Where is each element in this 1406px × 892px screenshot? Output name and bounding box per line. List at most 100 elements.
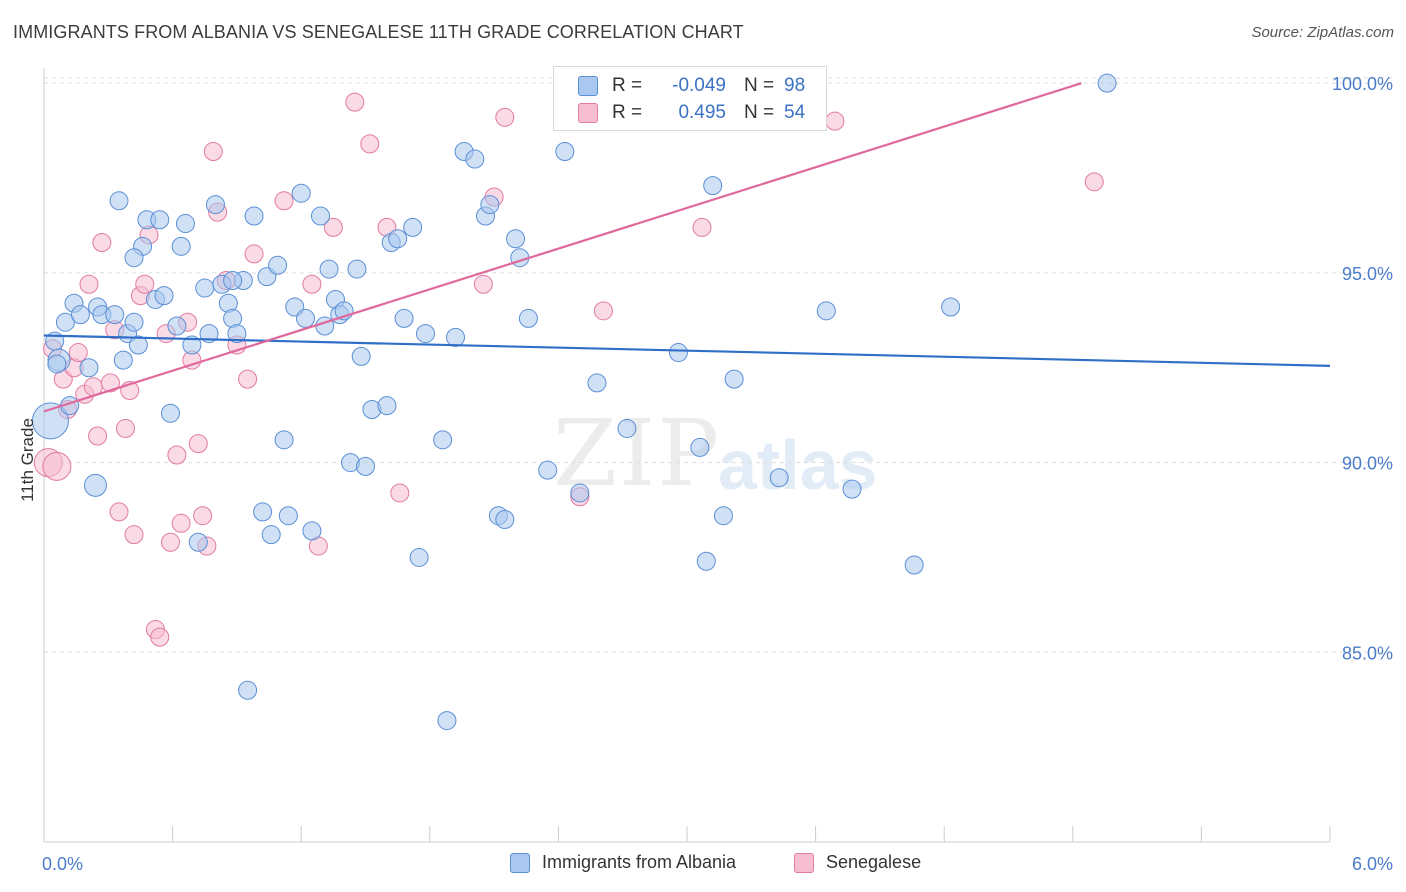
senegalese-point [495, 107, 515, 127]
bottom-legend-swatch-albania [510, 852, 530, 873]
legend-n-value: 54 [784, 102, 806, 123]
albania-point [506, 229, 526, 249]
albania-point [199, 324, 219, 344]
bottom-legend-albania: Immigrants from Albania [510, 852, 736, 873]
legend-r-value: -0.049 [672, 75, 726, 96]
albania-point [437, 711, 457, 731]
y-axis-label: 11th Grade [18, 418, 37, 502]
x-tick-label: 6.0% [1352, 854, 1393, 874]
albania-point [842, 479, 862, 499]
senegalese-point [79, 274, 99, 294]
albania-point [83, 473, 107, 497]
albania-point [319, 259, 339, 279]
senegalese-point [825, 111, 845, 131]
senegalese-trend-line [43, 82, 1082, 413]
albania-point [617, 418, 637, 438]
albania-point [188, 532, 208, 552]
senegalese-point [68, 343, 88, 363]
albania-point [124, 248, 144, 268]
albania-point [1097, 73, 1117, 93]
albania-point [310, 206, 330, 226]
albania-point [223, 270, 243, 290]
senegalese-point [692, 217, 712, 237]
albania-point [154, 286, 174, 306]
albania-point [347, 259, 367, 279]
senegalese-point [167, 445, 187, 465]
albania-point [182, 335, 202, 355]
senegalese-point [203, 141, 223, 161]
albania-points [31, 73, 1117, 731]
albania-point [47, 354, 67, 374]
senegalese-point [244, 244, 264, 264]
legend-row-albania: R = -0.049 N = 98 [578, 74, 805, 98]
albania-point [55, 312, 75, 332]
legend-n-value: 98 [784, 75, 806, 96]
senegalese-point [188, 434, 208, 454]
x-tick-label: 0.0% [42, 854, 83, 874]
senegalese-points [33, 92, 1104, 647]
senegalese-point [323, 217, 343, 237]
albania-point [377, 396, 397, 416]
senegalese-point [238, 369, 258, 389]
senegalese-point [160, 532, 180, 552]
legend-r-value: 0.495 [678, 102, 726, 123]
senegalese-point [88, 426, 108, 446]
albania-point [409, 547, 429, 567]
albania-trend-line [43, 334, 1331, 367]
bottom-legend-label-senegalese: Senegalese [826, 852, 922, 872]
senegalese-point [390, 483, 410, 503]
albania-point [261, 525, 281, 545]
bottom-legend-senegalese: Senegalese [794, 852, 921, 873]
albania-point [171, 236, 191, 256]
albania-point [227, 324, 247, 344]
albania-point [70, 305, 90, 325]
albania-point [31, 402, 69, 440]
albania-point [446, 327, 466, 347]
albania-point [538, 460, 558, 480]
grid-layer [44, 77, 1395, 653]
bottom-legend-swatch-senegalese [794, 852, 814, 873]
legend-swatch-senegalese [578, 103, 598, 123]
albania-point [113, 350, 133, 370]
senegalese-point [100, 373, 120, 393]
senegalese-point [274, 191, 294, 211]
albania-point [465, 149, 485, 169]
y-tick-label: 90.0% [1342, 454, 1393, 474]
albania-point [433, 430, 453, 450]
albania-point [394, 308, 414, 328]
albania-point [587, 373, 607, 393]
albania-point [79, 358, 99, 378]
albania-point [195, 278, 215, 298]
albania-point [769, 468, 789, 488]
senegalese-point [360, 134, 380, 154]
albania-point [816, 301, 836, 321]
albania-point [167, 316, 187, 336]
senegalese-point [171, 513, 191, 533]
legend-r-label: R = [612, 75, 643, 96]
albania-point [244, 206, 264, 226]
albania-point [150, 210, 170, 230]
axis-layer [43, 68, 1331, 843]
albania-point [713, 506, 733, 526]
albania-point [295, 308, 315, 328]
y-tick-label: 85.0% [1342, 643, 1393, 663]
albania-point [703, 176, 723, 196]
albania-point [904, 555, 924, 575]
legend-swatch-albania [578, 76, 598, 96]
albania-point [403, 217, 423, 237]
albania-point [268, 255, 288, 275]
legend-r-label: R = [612, 102, 643, 123]
legend-n-label: N = [744, 75, 775, 96]
legend-row-senegalese: R = 0.495 N = 54 [578, 101, 805, 125]
trend-lines [43, 82, 1331, 413]
bottom-legend-label-albania: Immigrants from Albania [542, 852, 737, 872]
senegalese-point [92, 233, 112, 253]
senegalese-point [302, 274, 322, 294]
senegalese-point [345, 92, 365, 112]
albania-point [291, 183, 311, 203]
legend-n-label: N = [744, 102, 775, 123]
albania-point [570, 483, 590, 503]
albania-point [238, 680, 258, 700]
senegalese-point [135, 274, 155, 294]
